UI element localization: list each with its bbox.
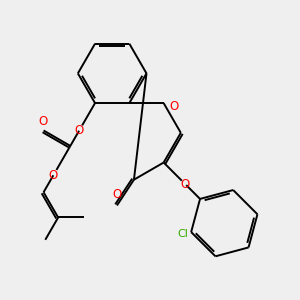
Text: O: O xyxy=(112,188,122,201)
Text: O: O xyxy=(49,169,58,182)
Text: O: O xyxy=(38,115,47,128)
Text: O: O xyxy=(74,124,84,137)
Text: O: O xyxy=(181,178,190,191)
Text: O: O xyxy=(170,100,179,113)
Text: Cl: Cl xyxy=(177,229,188,239)
